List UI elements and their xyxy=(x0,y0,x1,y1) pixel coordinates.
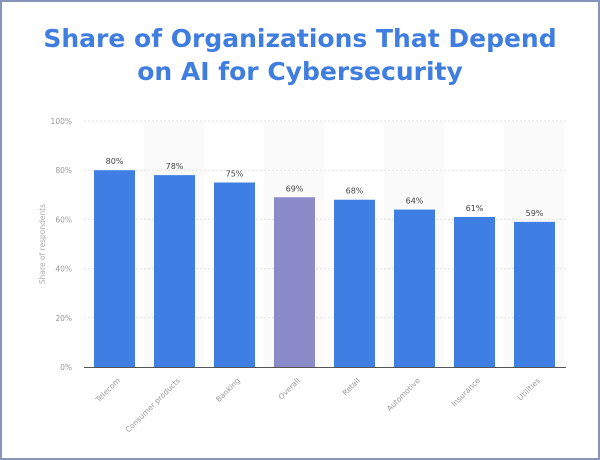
bar-utilities xyxy=(514,221,555,367)
x-tick-label: Utilities xyxy=(516,376,542,402)
chart-title: Share of Organizations That Depend on AI… xyxy=(0,22,600,88)
x-tick-label: Telecom xyxy=(93,376,122,405)
chart-title-line-2: on AI for Cybersecurity xyxy=(137,57,463,86)
data-label: 69% xyxy=(286,184,304,193)
y-tick-label: 100% xyxy=(51,117,72,126)
data-label: 61% xyxy=(466,204,484,213)
bar-banking xyxy=(214,182,255,367)
bar-telecom xyxy=(94,170,135,367)
y-axis-label: Share of respondents xyxy=(38,204,47,284)
x-tick-label: Retail xyxy=(341,376,362,397)
bar-automotive xyxy=(394,209,435,367)
y-tick-label: 20% xyxy=(55,314,72,323)
y-tick-label: 80% xyxy=(55,166,72,175)
x-tick-label: Overall xyxy=(277,376,302,401)
x-tick-label: Consumer products xyxy=(124,376,182,434)
y-tick-label: 60% xyxy=(55,215,72,224)
data-label: 78% xyxy=(166,162,184,171)
x-tick-label: Insurance xyxy=(450,376,483,409)
data-label: 80% xyxy=(106,157,124,166)
y-tick-label: 0% xyxy=(60,363,72,372)
y-tick-label: 40% xyxy=(55,265,72,274)
bar-insurance xyxy=(454,216,495,367)
bar-retail xyxy=(334,199,375,367)
bar-overall xyxy=(274,197,315,367)
bar-consumer-products xyxy=(154,175,195,367)
data-label: 59% xyxy=(526,209,544,218)
data-label: 68% xyxy=(346,187,364,196)
data-label: 64% xyxy=(406,197,424,206)
x-tick-label: Banking xyxy=(214,376,242,404)
data-label: 75% xyxy=(226,170,244,179)
chart-title-line-1: Share of Organizations That Depend xyxy=(43,24,557,53)
x-tick-label: Automotive xyxy=(385,376,422,413)
